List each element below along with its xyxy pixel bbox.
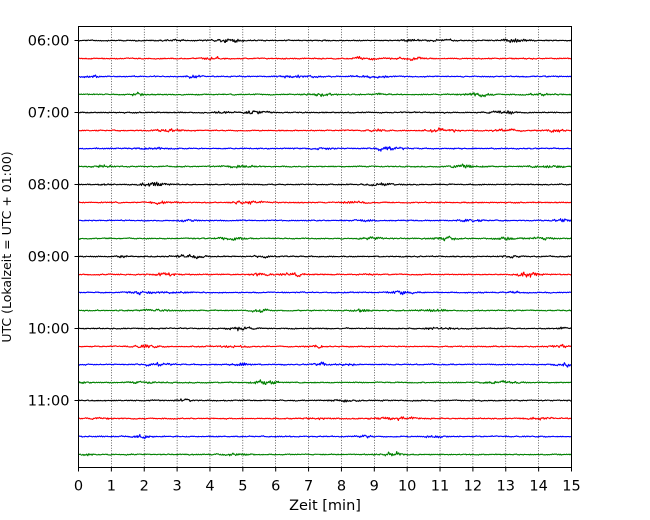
seismic-trace-17 <box>78 326 572 332</box>
seismic-trace-14 <box>78 271 572 278</box>
seismic-trace-23 <box>78 433 572 440</box>
seismic-trace-1 <box>78 38 572 44</box>
x-tick-label: 3 <box>172 479 181 495</box>
seismic-trace-16 <box>78 308 572 313</box>
x-tick-label: 4 <box>205 479 214 495</box>
seismic-trace-12 <box>78 235 572 242</box>
x-tick-label: 8 <box>337 479 346 495</box>
seismic-trace-20 <box>78 379 572 385</box>
x-tick-label: 13 <box>497 479 515 495</box>
x-axis-title: Zeit [min] <box>289 498 361 514</box>
x-tick-label: 5 <box>238 479 247 495</box>
y-tick-label: 09:00 <box>28 250 70 266</box>
x-tick-label: 10 <box>398 479 416 495</box>
seismic-trace-13 <box>78 253 572 260</box>
seismic-trace-15 <box>78 290 572 296</box>
seismic-trace-24 <box>78 451 572 457</box>
x-tick-label: 2 <box>140 479 149 495</box>
seismic-trace-4 <box>78 91 572 98</box>
y-tick-label: 06:00 <box>28 34 70 50</box>
seismic-trace-6 <box>78 127 572 133</box>
y-tick-label: 11:00 <box>28 394 70 410</box>
y-tick-label: 07:00 <box>28 106 70 122</box>
x-tick-label: 12 <box>464 479 482 495</box>
x-tick-label: 14 <box>529 479 547 495</box>
x-tick-label: 1 <box>107 479 116 495</box>
x-tick-label: 15 <box>562 479 580 495</box>
x-tick-label: 11 <box>431 479 449 495</box>
seismic-traces <box>78 38 572 457</box>
plot-frame <box>78 26 572 468</box>
y-axis: 06:00 07:00 08:00 09:00 10:00 11:00 <box>28 34 79 410</box>
seismic-trace-3 <box>78 74 572 79</box>
y-axis-title: UTC (Lokalzeit = UTC + 01:00) <box>0 151 14 342</box>
y-tick-label: 10:00 <box>28 322 70 338</box>
grid-lines <box>111 26 539 468</box>
seismic-trace-21 <box>78 398 572 403</box>
seismic-trace-18 <box>78 343 572 349</box>
seismic-trace-5 <box>78 110 572 115</box>
seismic-trace-19 <box>78 361 572 368</box>
seismic-trace-9 <box>78 181 572 187</box>
x-tick-label: 7 <box>304 479 313 495</box>
x-axis: 0 1 2 3 4 5 6 7 8 9 10 11 12 13 14 15 <box>74 467 581 495</box>
y-tick-label: 08:00 <box>28 178 70 194</box>
seismic-trace-7 <box>78 146 572 152</box>
seismic-trace-10 <box>78 200 572 205</box>
x-tick-label: 0 <box>74 479 83 495</box>
seismic-trace-8 <box>78 163 572 169</box>
x-tick-label: 6 <box>271 479 280 495</box>
seismic-trace-11 <box>78 218 572 223</box>
seismic-trace-22 <box>78 416 572 422</box>
x-tick-label: 9 <box>370 479 379 495</box>
seismic-trace-2 <box>78 55 572 62</box>
